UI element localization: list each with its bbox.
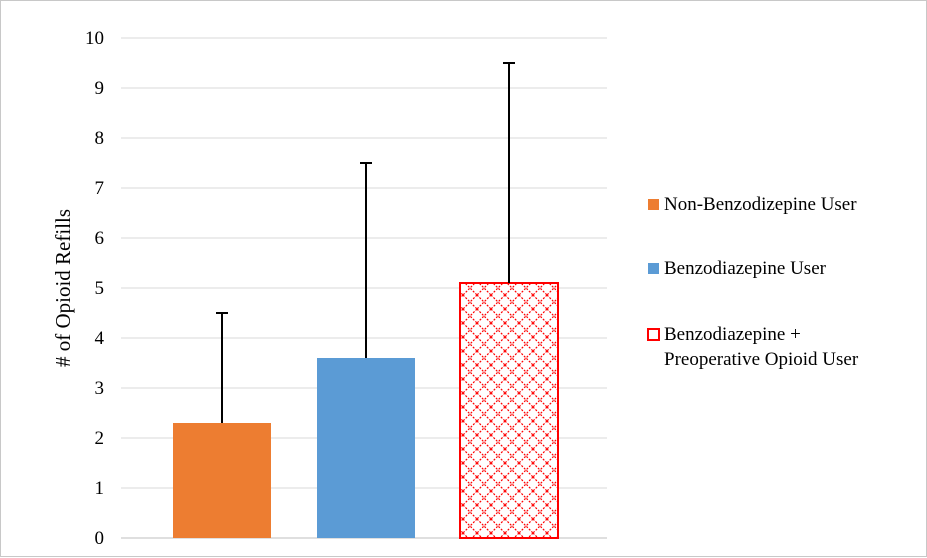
- y-tick-labels: 0 1 2 3 4 5 6 7 8 9 10: [85, 28, 105, 549]
- legend-label-1: Non-Benzodizepine User: [664, 194, 857, 215]
- bar-3: [459, 282, 559, 539]
- bar-2: [317, 358, 415, 538]
- y-tick-label-8: 8: [95, 128, 105, 149]
- y-tick-label-10: 10: [85, 28, 104, 49]
- error-bars: [216, 62, 515, 423]
- y-tick-label-9: 9: [95, 78, 105, 99]
- y-tick-label-2: 2: [95, 428, 105, 449]
- y-tick-label-6: 6: [95, 228, 105, 249]
- legend: Non-Benzodizepine User Benzodiazepine Use…: [647, 194, 859, 370]
- legend-label-3: Benzodiazepine +: [664, 324, 801, 345]
- y-tick-label-1: 1: [95, 478, 105, 499]
- legend-label-3-line2: Preoperative Opioid User: [664, 349, 859, 370]
- y-tick-label-4: 4: [95, 328, 105, 349]
- legend-swatch-1: [648, 199, 659, 210]
- y-tick-label-5: 5: [95, 278, 105, 299]
- bar-1: [173, 423, 271, 538]
- legend-label-2: Benzodiazepine User: [664, 258, 827, 279]
- y-tick-label-7: 7: [95, 178, 105, 199]
- legend-swatch-2: [648, 263, 659, 274]
- legend-swatch-3: [647, 328, 660, 341]
- y-axis-title: # of Opioid Refills: [51, 209, 75, 367]
- y-tick-label-3: 3: [95, 378, 105, 399]
- bars: [173, 282, 559, 539]
- y-tick-label-0: 0: [95, 528, 105, 549]
